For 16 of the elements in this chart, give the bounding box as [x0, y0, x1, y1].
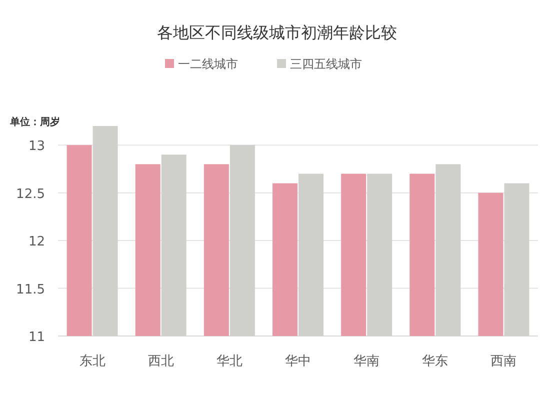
x-tick-label: 华北: [216, 354, 242, 369]
chart-title: 各地区不同线级城市初潮年龄比较: [157, 23, 397, 42]
x-tick-label: 华中: [285, 354, 311, 369]
x-tick-label: 东北: [79, 354, 106, 369]
x-tick-label: 华南: [354, 354, 380, 369]
y-tick-label: 12.5: [16, 186, 45, 202]
x-tick-label: 西北: [148, 354, 174, 369]
y-tick-label: 11.5: [16, 282, 45, 298]
x-tick-label: 华东: [422, 354, 448, 369]
y-tick-label: 12: [28, 234, 45, 250]
legend-label: 三四五线城市: [290, 57, 362, 71]
y-axis-title: 单位：周岁: [9, 116, 60, 128]
x-tick-label: 西南: [490, 354, 517, 369]
y-tick-label: 11: [28, 330, 45, 345]
y-tick-label: 13: [28, 139, 45, 154]
legend-label: 一二线城市: [178, 57, 238, 71]
